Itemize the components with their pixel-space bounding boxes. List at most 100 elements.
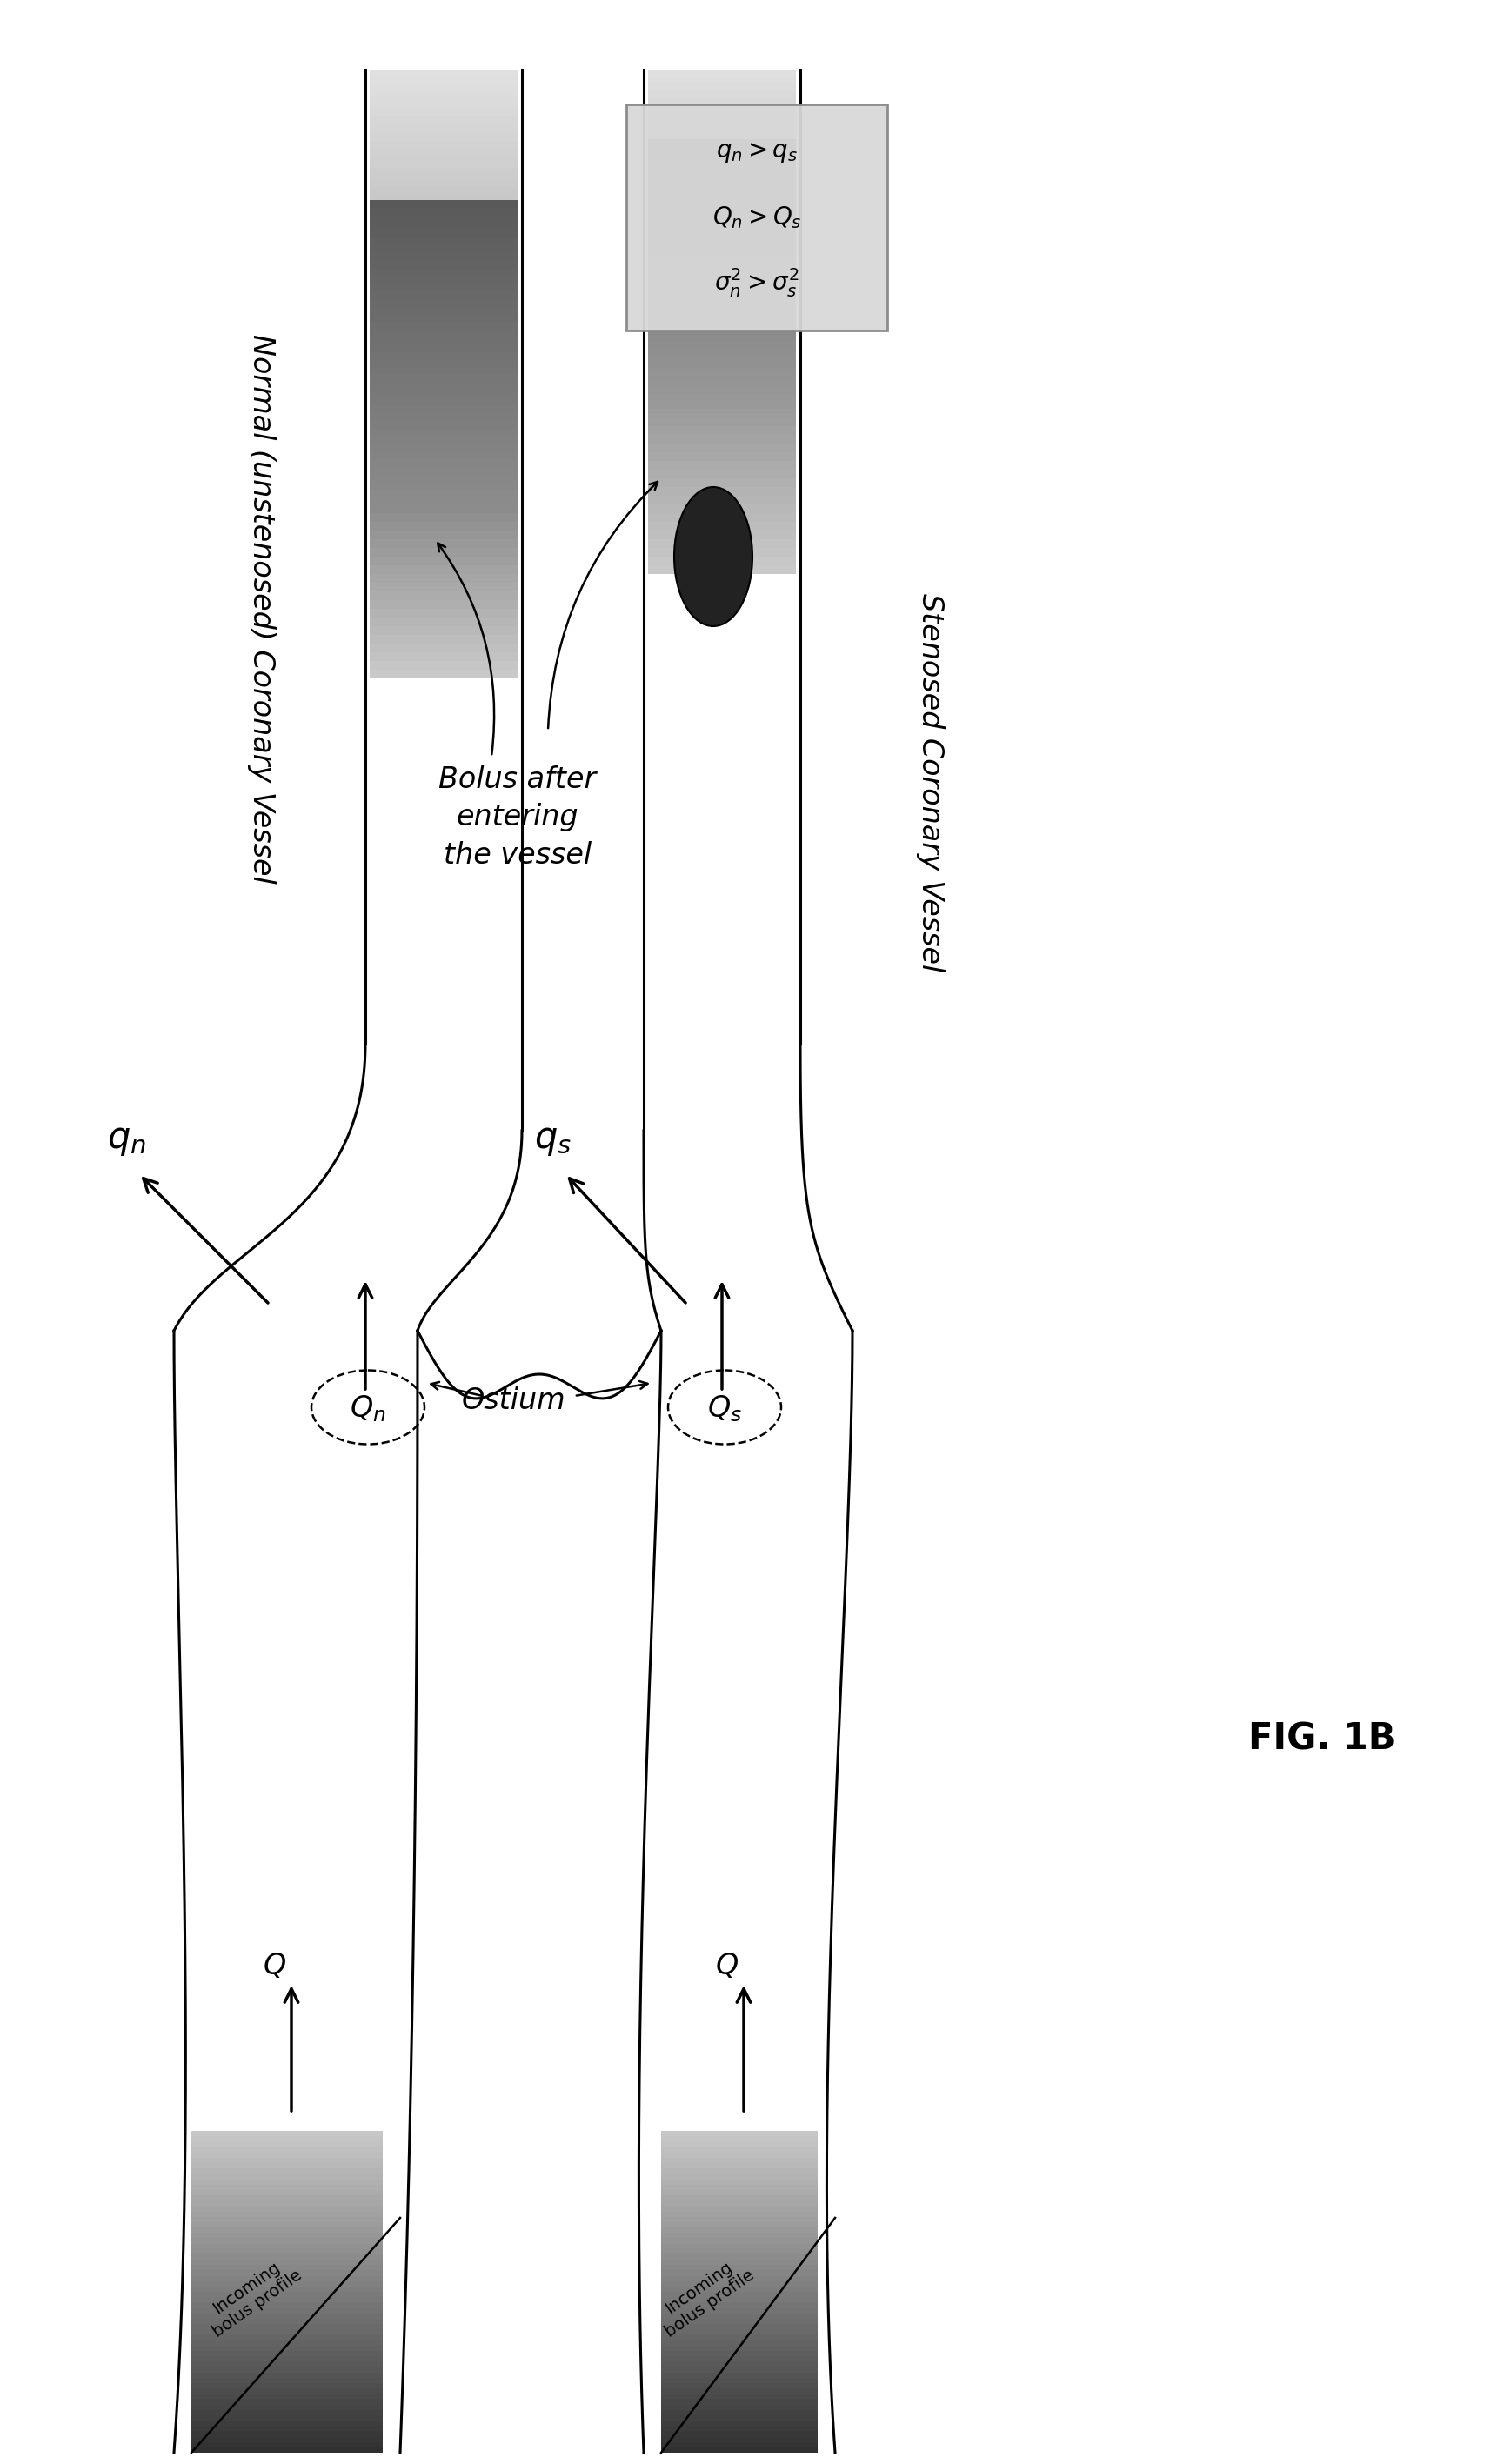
Bar [370, 69, 517, 76]
Bar [648, 394, 796, 399]
Bar [370, 108, 517, 116]
Bar [662, 2437, 818, 2442]
Ellipse shape [674, 488, 752, 626]
Bar [191, 2200, 382, 2205]
Bar [370, 246, 517, 254]
Bar [662, 2361, 818, 2368]
Bar [662, 2328, 818, 2336]
Text: Incoming
bolus profile: Incoming bolus profile [199, 2252, 305, 2341]
Bar [191, 2400, 382, 2405]
Bar [370, 530, 517, 540]
Bar [648, 133, 796, 138]
Bar [370, 345, 517, 352]
Bar [662, 2415, 818, 2420]
Bar [662, 2400, 818, 2405]
Bar [370, 626, 517, 636]
Text: Stenosed Coronary Vessel: Stenosed Coronary Vessel [916, 594, 945, 973]
Bar [370, 480, 517, 490]
Bar [662, 2351, 818, 2356]
Bar [191, 2141, 382, 2146]
Bar [370, 180, 517, 187]
Text: $Q_n$: $Q_n$ [350, 1395, 387, 1424]
Bar [191, 2415, 382, 2420]
Bar [648, 367, 796, 375]
Bar [370, 414, 517, 421]
Bar [370, 276, 517, 283]
Bar [191, 2158, 382, 2163]
Bar [370, 429, 517, 436]
Bar [191, 2259, 382, 2264]
Bar [662, 2301, 818, 2309]
Bar [648, 69, 796, 76]
Bar [370, 466, 517, 473]
Bar [191, 2309, 382, 2314]
Bar [648, 328, 796, 335]
Bar [662, 2356, 818, 2361]
Bar [191, 2393, 382, 2400]
Bar [648, 185, 796, 192]
Bar [648, 379, 796, 387]
Bar [648, 478, 796, 488]
Bar [370, 222, 517, 232]
Bar [662, 2141, 818, 2146]
Bar [370, 564, 517, 574]
Bar [648, 138, 796, 145]
Bar [648, 224, 796, 232]
Bar [662, 2292, 818, 2296]
Bar [648, 197, 796, 205]
Text: Ostium: Ostium [462, 1385, 566, 1414]
Bar [662, 2264, 818, 2269]
Bar [191, 2378, 382, 2383]
Bar [648, 387, 796, 394]
Bar [370, 360, 517, 367]
Bar [191, 2186, 382, 2190]
Bar [662, 2287, 818, 2292]
Bar [648, 177, 796, 185]
Bar [662, 2319, 818, 2324]
Bar [191, 2328, 382, 2336]
Bar [191, 2223, 382, 2227]
Bar [662, 2255, 818, 2259]
Bar [662, 2223, 818, 2227]
Bar [648, 471, 796, 478]
Bar [662, 2200, 818, 2205]
Text: Incoming
bolus profile: Incoming bolus profile [651, 2252, 758, 2341]
Bar [191, 2146, 382, 2154]
Bar [191, 2410, 382, 2415]
Bar [191, 2301, 382, 2309]
Bar [648, 303, 796, 308]
Bar [648, 91, 796, 99]
Bar [370, 522, 517, 530]
Bar [191, 2296, 382, 2301]
Bar [370, 84, 517, 89]
Bar [662, 2158, 818, 2163]
Bar [626, 103, 887, 330]
Bar [648, 84, 796, 91]
Bar [191, 2277, 382, 2282]
Bar [648, 564, 796, 574]
Bar [370, 254, 517, 261]
Bar [370, 547, 517, 557]
Bar [370, 187, 517, 195]
Bar [191, 2324, 382, 2328]
Bar [662, 2296, 818, 2301]
Bar [662, 2146, 818, 2154]
Bar [648, 232, 796, 237]
Bar [648, 434, 796, 444]
Bar [662, 2178, 818, 2186]
Bar [662, 2346, 818, 2351]
Bar [662, 2447, 818, 2452]
Bar [191, 2250, 382, 2255]
Bar [191, 2205, 382, 2210]
Bar [191, 2131, 382, 2136]
Bar [191, 2405, 382, 2410]
Bar [648, 505, 796, 513]
Bar [648, 495, 796, 505]
Bar [191, 2287, 382, 2292]
Bar [648, 145, 796, 153]
Bar [370, 89, 517, 96]
Bar [648, 118, 796, 126]
Bar [191, 2341, 382, 2346]
Text: $q_n > q_s$: $q_n > q_s$ [716, 140, 797, 165]
Bar [662, 2442, 818, 2447]
